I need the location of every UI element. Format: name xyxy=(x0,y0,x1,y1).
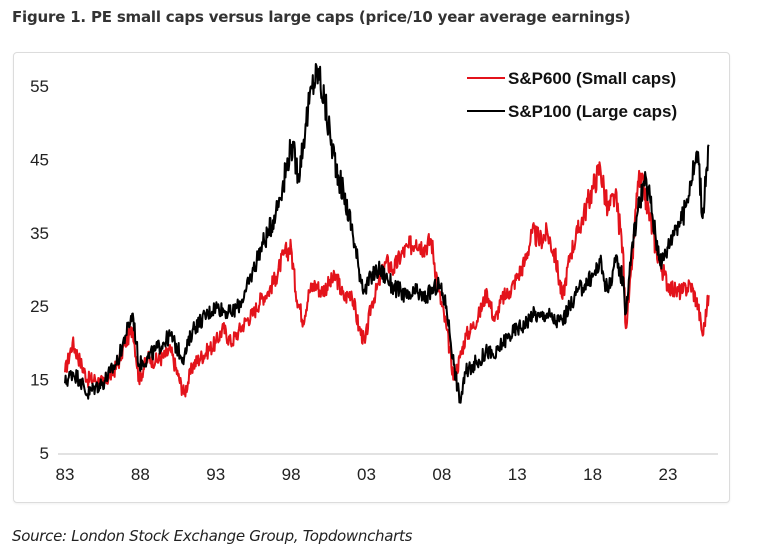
y-axis-ticks: 5 15 25 35 45 55 xyxy=(30,77,49,463)
legend-label-small-caps: S&P600 (Small caps) xyxy=(508,69,676,88)
x-tick-label: 18 xyxy=(583,465,602,484)
x-tick-label: 13 xyxy=(508,465,527,484)
x-tick-label: 93 xyxy=(206,465,225,484)
x-tick-label: 88 xyxy=(131,465,150,484)
figure-title: Figure 1. PE small caps versus large cap… xyxy=(12,8,631,26)
y-tick-label: 5 xyxy=(40,444,49,463)
y-tick-label: 55 xyxy=(30,77,49,96)
legend: S&P600 (Small caps) S&P100 (Large caps) xyxy=(467,69,677,121)
y-tick-label: 35 xyxy=(30,224,49,243)
source-caption: Source: London Stock Exchange Group, Top… xyxy=(12,527,413,545)
y-tick-label: 25 xyxy=(30,297,49,316)
series-line-large-caps xyxy=(64,63,710,404)
x-tick-label: 98 xyxy=(282,465,301,484)
series-line-small-caps xyxy=(64,161,710,398)
x-tick-label: 23 xyxy=(659,465,678,484)
y-tick-label: 15 xyxy=(30,371,49,390)
series-layer xyxy=(64,63,710,404)
x-axis-ticks: 83 88 93 98 03 08 13 18 23 xyxy=(56,465,678,484)
legend-label-large-caps: S&P100 (Large caps) xyxy=(508,102,677,121)
x-tick-label: 03 xyxy=(357,465,376,484)
x-tick-label: 83 xyxy=(56,465,75,484)
y-tick-label: 45 xyxy=(30,150,49,169)
x-tick-label: 08 xyxy=(432,465,451,484)
